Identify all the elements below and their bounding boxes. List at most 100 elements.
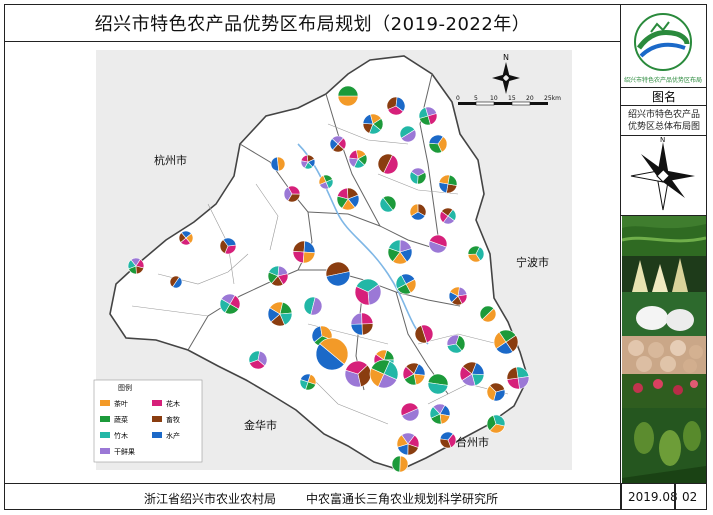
pie-symbol [467, 245, 485, 263]
svg-text:20: 20 [526, 95, 534, 102]
pie-slice [319, 181, 330, 190]
svg-text:图例: 图例 [118, 383, 132, 392]
pie-slice [348, 149, 359, 160]
pie-symbol [292, 240, 316, 264]
svg-text:N: N [660, 136, 665, 144]
pie-slice [270, 156, 280, 172]
pie-slice [344, 369, 362, 388]
pie-slice [337, 85, 359, 97]
pie-symbol [427, 373, 449, 395]
pie-symbol [348, 149, 368, 169]
description-box: 绍兴市特色农产品 优势区总体布局图 [621, 106, 707, 136]
pie-slice [169, 275, 180, 288]
pie-slice [249, 359, 266, 370]
pie-slice [383, 154, 399, 175]
svg-text:5: 5 [474, 95, 478, 102]
pie-slice [409, 203, 419, 217]
pie-symbol [270, 156, 286, 172]
pie-slice [379, 197, 394, 213]
pie-symbol [439, 207, 457, 225]
pie-symbol [439, 431, 457, 449]
footer-divider [620, 484, 622, 509]
scale-ticks: 0 5 10 15 20 25km [456, 95, 561, 102]
pie-symbol [414, 324, 434, 344]
pie-slice [400, 402, 419, 417]
pie-symbol [428, 234, 448, 254]
pie-slice [337, 95, 359, 107]
pie-symbol [409, 203, 427, 221]
pie-symbol [303, 296, 323, 316]
legend-item: 水产 [166, 431, 180, 440]
pie-symbol [396, 432, 420, 456]
pie-symbol [379, 195, 397, 213]
pie-slice [229, 294, 241, 310]
pie-slice [471, 362, 485, 375]
map-name-label: 图名 [651, 90, 676, 104]
pie-slice [427, 373, 449, 386]
pie-slice [432, 403, 446, 415]
pie-slice [428, 240, 447, 254]
pie-symbol [377, 153, 399, 175]
pie-slice [336, 195, 349, 209]
pie-symbol [344, 360, 372, 388]
pie-symbol [391, 455, 409, 473]
svg-text:25km: 25km [544, 95, 561, 102]
map-frame [4, 4, 707, 510]
pie-slice [446, 334, 460, 347]
legend-item: 花木 [166, 399, 180, 408]
footer-divider [674, 484, 676, 509]
pie-slice [429, 234, 448, 248]
pie-slice [369, 123, 382, 135]
pie-symbol [429, 403, 451, 425]
pie-slice [135, 265, 145, 275]
pie-symbol [283, 185, 301, 203]
pie-symbol [506, 366, 530, 390]
pie-symbol [329, 135, 347, 153]
pie-slice [420, 324, 434, 343]
pie-slice [439, 431, 454, 441]
pie-slice [279, 312, 293, 326]
pie-slice [401, 407, 420, 422]
pie-symbol [300, 154, 316, 170]
photo-flowers [622, 374, 706, 408]
pie-symbol [362, 113, 384, 135]
photo-bamboo-shoots [622, 256, 706, 292]
pie-symbol [350, 312, 374, 336]
pie-slice [479, 305, 495, 320]
photo-green-fruits [622, 408, 706, 484]
pie-slice [399, 455, 409, 473]
pie-symbol [448, 286, 468, 306]
pie-slice [428, 142, 443, 154]
pie-slice [303, 296, 316, 316]
pie-symbol [337, 85, 359, 107]
pie-symbol [299, 373, 317, 391]
label-taizhou: 台州市 [456, 435, 489, 449]
side-panel: 绍兴市特色农产品优势区布局 图名 绍兴市特色农产品 优势区总体布局图 N [620, 4, 707, 485]
compass-box: N [621, 136, 707, 216]
scale-bar [458, 101, 548, 106]
svg-text:0: 0 [456, 95, 460, 102]
pie-slice [299, 379, 309, 390]
pie-slice [447, 174, 458, 186]
photo-chestnuts [622, 336, 706, 374]
pie-slice [395, 274, 407, 290]
label-ningbo: 宁波市 [516, 255, 549, 269]
pie-symbol [318, 174, 334, 190]
pie-slice [345, 360, 368, 375]
pie-slice [222, 237, 237, 247]
pie-symbol [399, 125, 417, 143]
legend-item: 竹木 [114, 431, 128, 440]
pie-slice [377, 153, 393, 174]
legend-item: 干鲜果 [114, 447, 135, 456]
pie-symbol [219, 293, 241, 315]
pie-slice [395, 96, 406, 112]
pie-symbol [493, 329, 519, 355]
pie-symbol [219, 237, 237, 255]
pie-slice [427, 113, 438, 126]
pie-symbol [395, 273, 417, 295]
pie-slice [307, 158, 316, 168]
pie-slice [185, 233, 194, 244]
pie-symbol [267, 265, 289, 287]
shaoxing-boundary [109, 55, 529, 471]
pie-slice [441, 207, 454, 217]
